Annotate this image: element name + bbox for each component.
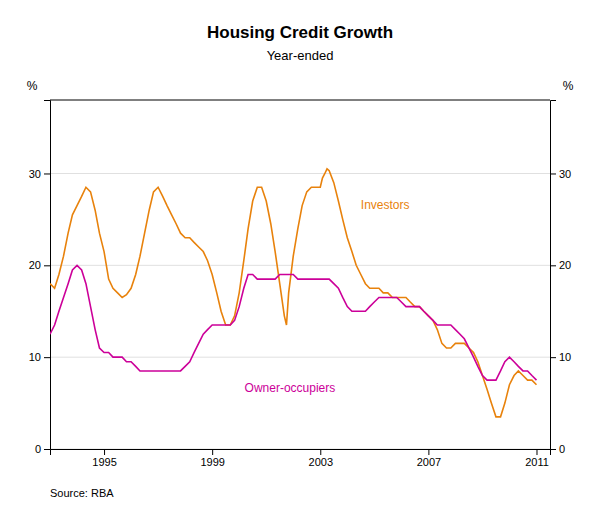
tick: 2011	[525, 449, 549, 468]
grid-line	[50, 265, 550, 266]
line	[50, 169, 536, 417]
tick-mark	[44, 357, 50, 358]
tick: 0	[35, 443, 50, 455]
tick-mark	[212, 449, 213, 455]
axis-line	[551, 101, 557, 450]
tick-mark	[550, 265, 556, 266]
tick-mark	[44, 265, 50, 266]
tick-mark	[320, 449, 321, 455]
chart: 1995 1999 2003 2007 2011 0 10 20 30 0 10 20 30 Invest…	[0, 0, 600, 509]
tick: 2007	[417, 449, 441, 468]
annotation: Investors	[361, 198, 410, 212]
tick-label: 2007	[417, 456, 441, 468]
tick: 20	[29, 259, 50, 271]
axis-title: %	[27, 79, 38, 93]
tick-label: 10	[29, 351, 41, 363]
axis-title: %	[563, 79, 574, 93]
tick-label: 2011	[525, 456, 549, 468]
tick-label: 2003	[309, 456, 333, 468]
tick-mark	[428, 449, 429, 455]
tick-label: 1995	[92, 456, 116, 468]
tick-label: 30	[559, 167, 571, 179]
tick: 30	[29, 167, 50, 179]
tick-mark	[536, 449, 537, 455]
axis-line	[51, 450, 551, 456]
frame-line	[50, 100, 550, 101]
line	[50, 265, 536, 380]
tick: 2003	[309, 449, 333, 468]
tick-mark	[550, 357, 556, 358]
tick-label: 1999	[200, 456, 224, 468]
subtitle: Year-ended	[267, 48, 334, 63]
title: Housing Credit Growth	[207, 23, 393, 42]
tick-mark	[44, 173, 50, 174]
tick: 0	[550, 443, 565, 455]
tick-label: 10	[559, 351, 571, 363]
tick: 10	[550, 351, 571, 363]
y2-axis: 0 10 20 30	[550, 101, 571, 456]
tick: 1995	[92, 449, 116, 468]
tick: 10	[29, 351, 50, 363]
tick-mark	[44, 449, 50, 450]
tick-label: 20	[29, 259, 41, 271]
x-axis: 1995 1999 2003 2007 2011	[51, 449, 551, 468]
tick-label: 0	[35, 443, 41, 455]
tick-label: 0	[559, 443, 565, 455]
tick-label: 20	[559, 259, 571, 271]
tick: 1999	[200, 449, 224, 468]
tick-mark	[104, 449, 105, 455]
annotation: Owner-occupiers	[245, 381, 336, 395]
tick-mark	[550, 449, 556, 450]
tick: 30	[550, 167, 571, 179]
plot-area	[50, 169, 536, 417]
axis-line	[44, 101, 51, 450]
tick-label: 30	[29, 167, 41, 179]
y-axis: 0 10 20 30	[29, 101, 51, 456]
source: Source: RBA	[50, 487, 114, 499]
tick-mark	[550, 173, 556, 174]
tick: 20	[550, 259, 571, 271]
grid-line	[50, 173, 550, 174]
